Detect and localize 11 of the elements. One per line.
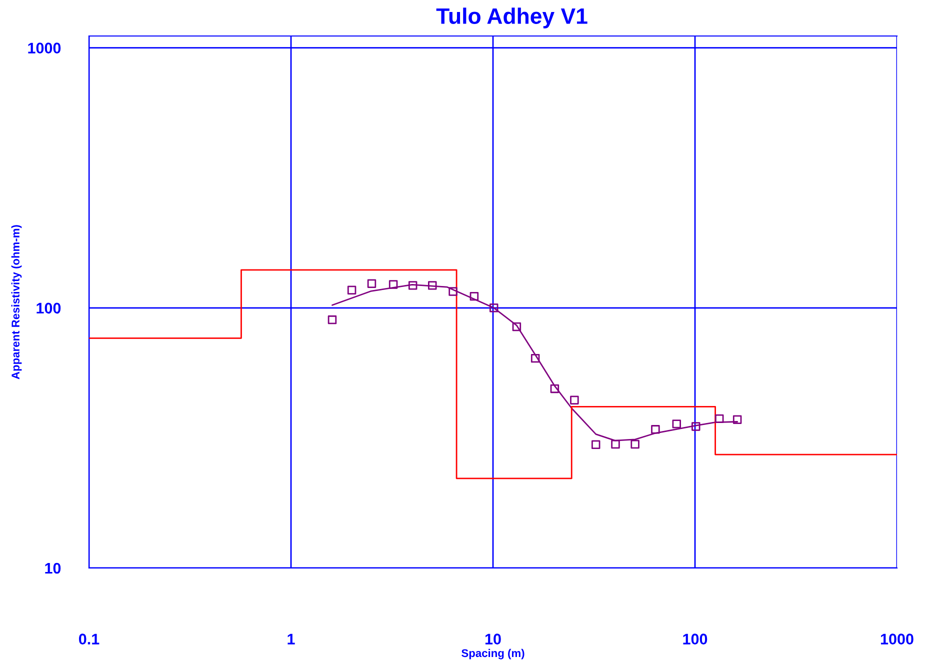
- y-tick-label: 100: [36, 302, 61, 314]
- x-tick-label: 1000: [880, 634, 914, 644]
- y-tick-label: 10: [45, 562, 61, 574]
- x-tick-label: 0.1: [78, 634, 100, 644]
- chart-title: Tulo Adhey V1: [436, 8, 588, 28]
- x-tick-label: 10: [485, 634, 501, 644]
- x-tick-label: 100: [683, 634, 708, 644]
- x-tick-label: 1: [288, 634, 295, 644]
- y-axis-title: Apparent Resistivity (ohm-m): [11, 225, 22, 380]
- y-tick-label: 1000: [28, 42, 61, 54]
- x-axis-title: Spacing (m): [462, 648, 524, 660]
